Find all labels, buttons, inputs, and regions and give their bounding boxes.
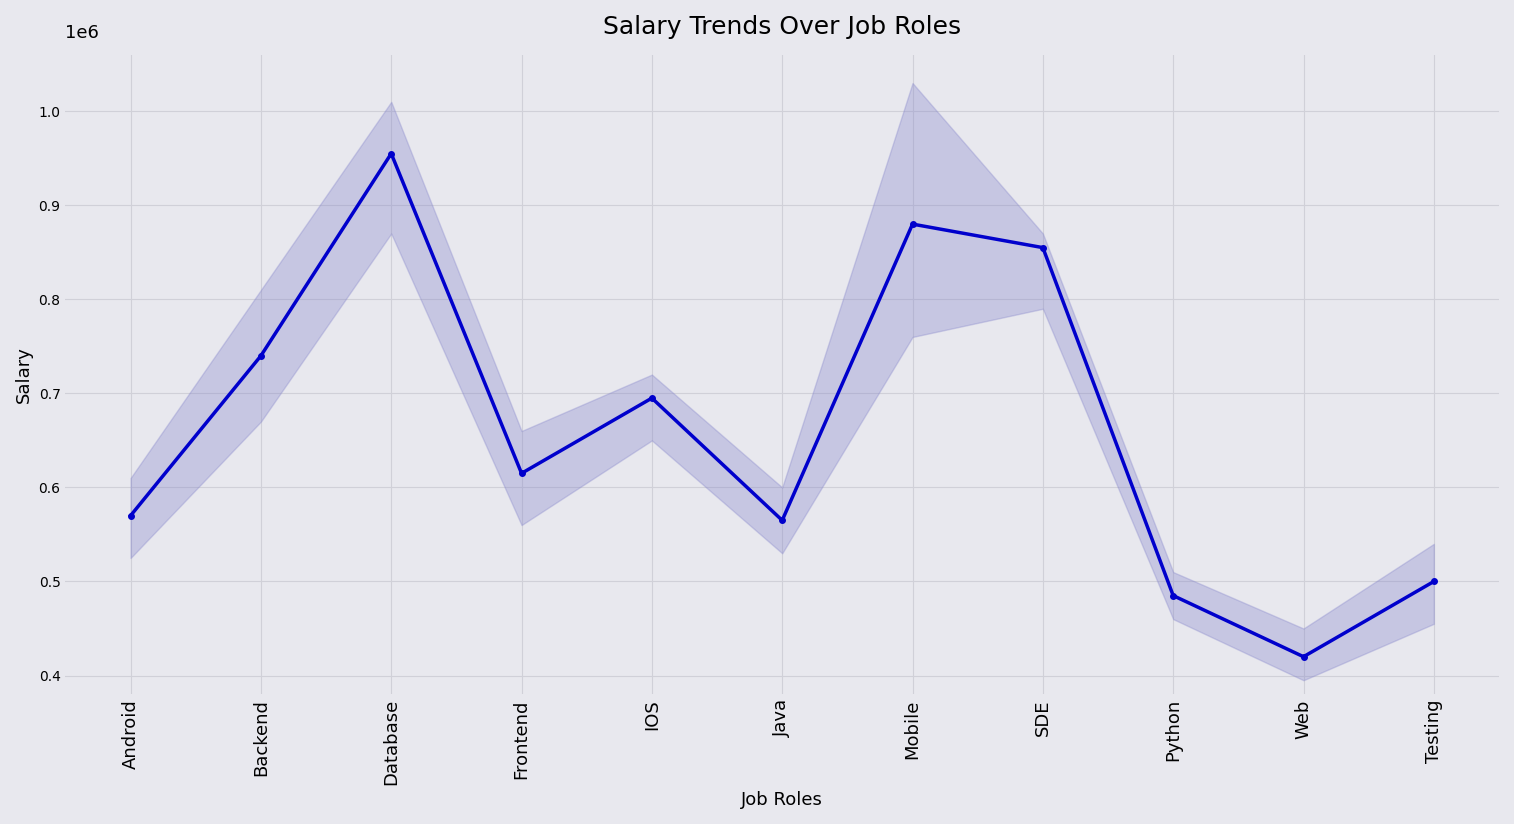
X-axis label: Job Roles: Job Roles: [742, 791, 824, 809]
Title: Salary Trends Over Job Roles: Salary Trends Over Job Roles: [603, 15, 961, 39]
Y-axis label: Salary: Salary: [15, 346, 33, 403]
Text: 1e6: 1e6: [65, 24, 100, 42]
